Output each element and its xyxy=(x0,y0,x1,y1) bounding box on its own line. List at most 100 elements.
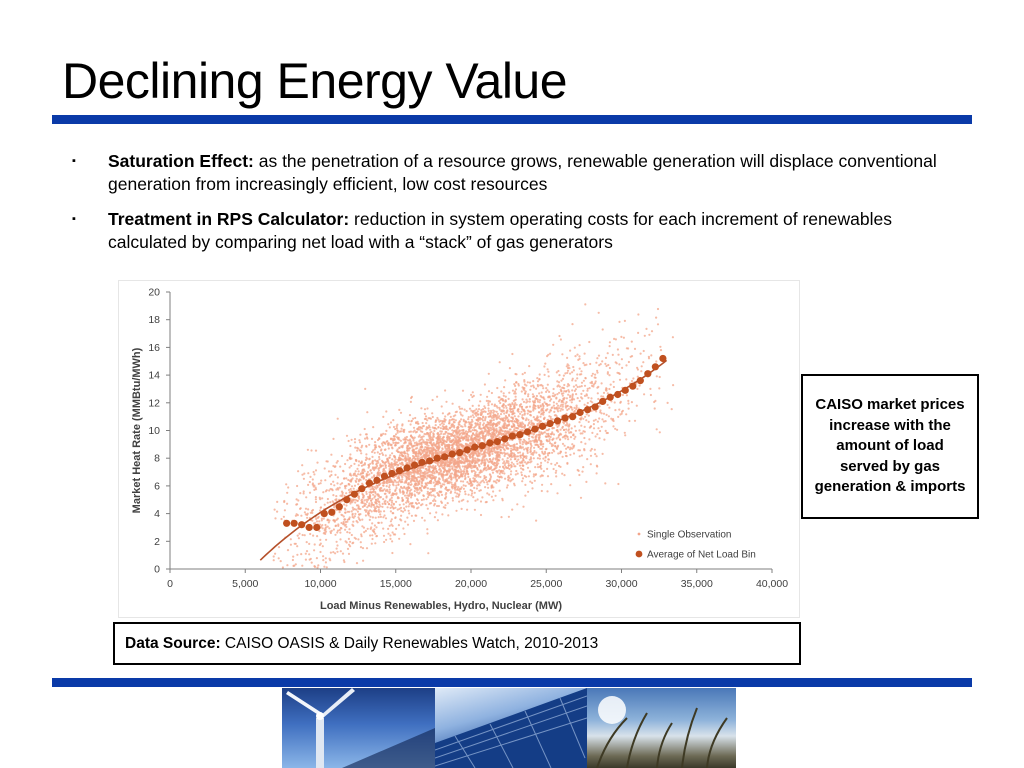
single-observation-point xyxy=(347,439,350,443)
single-observation-point xyxy=(493,461,496,464)
single-observation-point xyxy=(365,453,368,456)
single-observation-point xyxy=(458,471,461,474)
single-observation-point xyxy=(297,499,300,502)
single-observation-point xyxy=(375,510,378,513)
single-observation-point xyxy=(405,491,408,494)
single-observation-point xyxy=(561,442,565,445)
single-observation-point xyxy=(474,425,477,428)
single-observation-point xyxy=(549,417,552,420)
single-observation-point xyxy=(523,448,526,451)
single-observation-point xyxy=(484,478,488,481)
single-observation-point xyxy=(491,452,494,455)
single-observation-point xyxy=(343,477,346,480)
single-observation-point xyxy=(523,413,526,416)
single-observation-point xyxy=(508,391,511,394)
single-observation-point xyxy=(453,485,456,488)
single-observation-point xyxy=(520,429,523,432)
single-observation-point xyxy=(431,489,434,492)
scatter-plot-svg: 0 5,000 10,000 15,000 20,000 25,000 30,000 35,0… xyxy=(131,287,788,613)
single-observation-point xyxy=(454,436,457,439)
single-observation-point xyxy=(489,478,492,481)
single-observation-point xyxy=(416,457,419,460)
single-observation-point xyxy=(395,441,398,444)
single-observation-point xyxy=(402,527,405,530)
single-observation-point xyxy=(390,518,393,521)
single-observation-point xyxy=(403,494,407,497)
single-observation-point xyxy=(605,413,608,416)
single-observation-point xyxy=(441,483,444,486)
single-observation-point xyxy=(382,527,385,530)
single-observation-point xyxy=(405,435,408,439)
single-observation-point xyxy=(578,357,581,360)
single-observation-point xyxy=(462,432,465,435)
single-observation-point xyxy=(459,411,462,414)
single-observation-point xyxy=(426,528,429,531)
single-observation-point xyxy=(441,425,444,428)
single-observation-point xyxy=(469,426,472,429)
single-observation-point xyxy=(472,416,475,419)
single-observation-point xyxy=(630,401,633,404)
single-observation-point xyxy=(538,430,541,433)
single-observation-point xyxy=(375,462,378,465)
single-observation-point xyxy=(513,447,516,450)
single-observation-point xyxy=(454,482,457,485)
single-observation-point xyxy=(606,403,609,406)
single-observation-point xyxy=(389,478,392,481)
single-observation-point xyxy=(412,417,415,420)
single-observation-point xyxy=(318,496,321,499)
single-observation-point xyxy=(655,428,658,431)
single-observation-point xyxy=(447,477,450,480)
single-observation-point xyxy=(566,446,569,449)
single-observation-point xyxy=(507,515,510,518)
single-observation-point xyxy=(614,338,617,341)
single-observation-point xyxy=(426,474,429,477)
single-observation-point xyxy=(362,477,366,480)
single-observation-point xyxy=(539,447,542,450)
single-observation-point xyxy=(545,435,548,438)
single-observation-point xyxy=(448,488,451,491)
single-observation-point xyxy=(451,483,454,486)
single-observation-point xyxy=(482,416,485,419)
single-observation-point xyxy=(398,438,401,441)
single-observation-point xyxy=(311,478,314,481)
single-observation-point xyxy=(440,490,443,493)
single-observation-point xyxy=(289,538,292,541)
single-observation-point xyxy=(423,432,426,436)
single-observation-point xyxy=(597,311,600,314)
single-observation-point xyxy=(324,557,327,560)
single-observation-point xyxy=(522,459,525,462)
single-observation-point xyxy=(578,344,581,347)
single-observation-point xyxy=(527,393,530,396)
single-observation-point xyxy=(341,552,345,555)
single-observation-point xyxy=(437,471,441,474)
single-observation-point xyxy=(462,457,465,460)
single-observation-point xyxy=(494,494,497,497)
single-observation-point xyxy=(538,378,541,381)
single-observation-point xyxy=(543,401,546,404)
single-observation-point xyxy=(374,516,377,519)
single-observation-points xyxy=(272,303,675,569)
single-observation-point xyxy=(467,421,470,424)
single-observation-point xyxy=(349,487,352,491)
single-observation-point xyxy=(471,438,474,441)
single-observation-point xyxy=(576,397,579,400)
single-observation-point xyxy=(578,399,581,403)
single-observation-point xyxy=(640,365,643,368)
single-observation-point xyxy=(451,446,454,449)
single-observation-point xyxy=(371,450,374,454)
single-observation-point xyxy=(605,364,608,368)
single-observation-point xyxy=(476,481,479,484)
single-observation-point xyxy=(616,428,619,431)
single-observation-point xyxy=(407,509,410,512)
single-observation-point xyxy=(486,465,489,468)
single-observation-point xyxy=(565,412,568,415)
single-observation-point xyxy=(481,433,484,436)
single-observation-point xyxy=(537,406,541,409)
single-observation-point xyxy=(492,428,495,431)
single-observation-point xyxy=(515,449,518,452)
single-observation-point xyxy=(390,463,393,466)
single-observation-point xyxy=(486,395,489,398)
single-observation-point xyxy=(367,510,370,513)
single-observation-point xyxy=(581,432,584,435)
single-observation-point xyxy=(434,444,437,447)
